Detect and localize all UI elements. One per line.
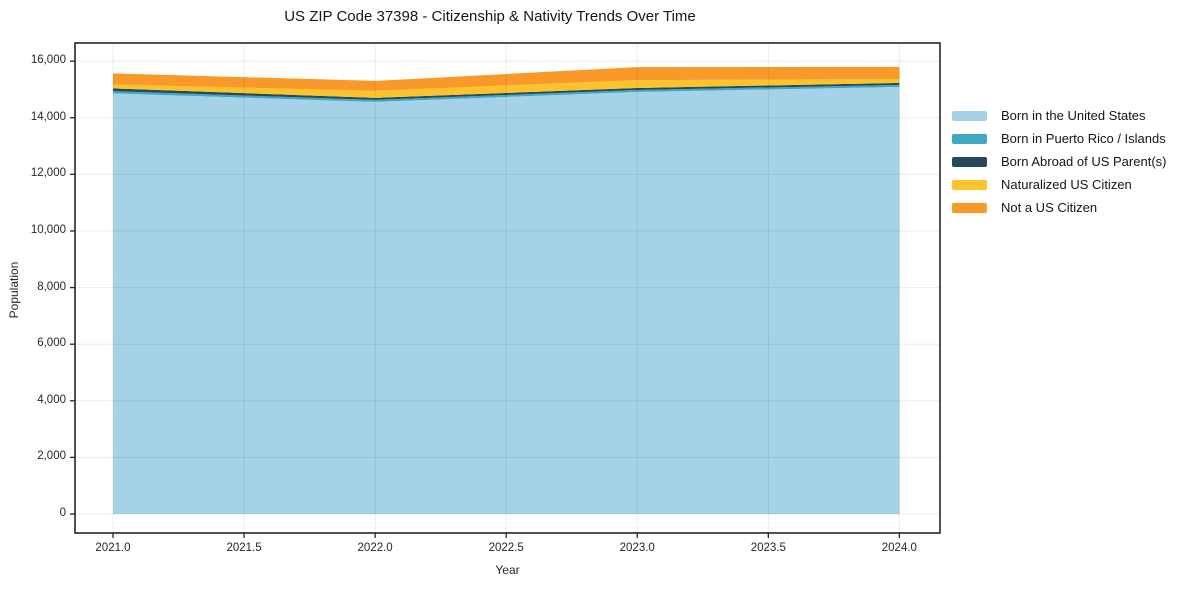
x-tick-label: 2022.0: [357, 542, 393, 554]
legend-label: Born in Puerto Rico / Islands: [1001, 131, 1166, 146]
plot-frame: [74, 42, 941, 534]
legend: Born in the United States Born in Puerto …: [952, 104, 1166, 219]
legend-item: Born Abroad of US Parent(s): [952, 150, 1166, 173]
x-tick-label: 2024.0: [881, 542, 917, 554]
area-series-4: [113, 66, 900, 91]
legend-swatch: [952, 202, 987, 213]
x-tick-label: 2021.5: [226, 542, 262, 554]
y-tick-label: 8,000: [37, 280, 66, 293]
x-tick-label: 2021.0: [95, 542, 131, 554]
legend-swatch: [952, 156, 987, 167]
legend-item: Naturalized US Citizen: [952, 173, 1166, 196]
y-tick-label: 0: [59, 507, 66, 520]
area-series-2: [113, 82, 900, 100]
y-tick-label: 12,000: [30, 167, 66, 180]
legend-swatch: [952, 133, 987, 144]
legend-label: Not a US Citizen: [1001, 200, 1098, 215]
legend-swatch: [952, 179, 987, 190]
y-tick-label: 10,000: [30, 223, 66, 236]
legend-label: Naturalized US Citizen: [1001, 177, 1132, 192]
x-tick-label: 2023.0: [619, 542, 655, 554]
y-tick-label: 4,000: [37, 393, 66, 406]
legend-swatch: [952, 110, 987, 121]
chart-title: US ZIP Code 37398 - Citizenship & Nativi…: [284, 8, 696, 25]
x-tick-label: 2022.5: [488, 542, 524, 554]
y-tick-label: 6,000: [37, 337, 66, 350]
legend-label: Born Abroad of US Parent(s): [1001, 154, 1167, 169]
legend-item: Born in the United States: [952, 104, 1166, 127]
x-axis-label: Year: [495, 563, 520, 577]
legend-item: Not a US Citizen: [952, 196, 1166, 219]
y-tick-label: 14,000: [30, 110, 66, 123]
legend-item: Born in Puerto Rico / Islands: [952, 127, 1166, 150]
area-series-1: [113, 84, 900, 102]
y-tick-label: 16,000: [30, 54, 66, 67]
area-series-0: [113, 86, 900, 515]
x-tick-label: 2023.5: [750, 542, 786, 554]
area-series-3: [113, 79, 900, 98]
legend-label: Born in the United States: [1001, 108, 1146, 123]
y-tick-label: 2,000: [37, 450, 66, 463]
